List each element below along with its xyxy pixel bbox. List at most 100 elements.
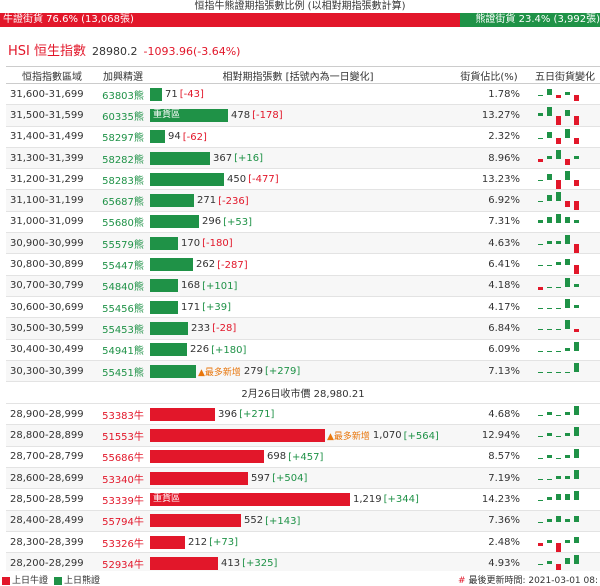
- warrant-code-link[interactable]: 53340牛: [98, 467, 148, 490]
- table-row[interactable]: 30,600-30,699 55456熊 171 [+39] 4.17%: [6, 296, 600, 319]
- sparkline-bar: [538, 436, 543, 438]
- table-row[interactable]: 28,800-28,899 51553牛 ▲最多新增 1,070 [+564] 12.94…: [6, 424, 600, 447]
- table-row[interactable]: 31,300-31,399 58282熊 367 [+16] 8.96%: [6, 147, 600, 170]
- warrant-code-link[interactable]: 58283熊: [98, 168, 148, 191]
- table-row[interactable]: 28,300-28,399 53326牛 212 [+73] 2.48%: [6, 531, 600, 554]
- five-day-sparkline: [530, 424, 600, 447]
- warrant-code-link[interactable]: 55447熊: [98, 253, 148, 276]
- sparkline-box: [536, 277, 586, 296]
- bull-ratio-segment: 牛證街貨 76.6% (13,068張): [0, 13, 460, 27]
- contracts-value: 413: [221, 557, 241, 569]
- legend-bear: 上日熊證: [54, 573, 100, 586]
- warrant-code-link[interactable]: 53326牛: [98, 531, 148, 554]
- five-day-sparkline: [530, 126, 600, 148]
- sparkline-box: [536, 512, 586, 531]
- range-cell: 30,400-30,499: [6, 339, 98, 361]
- sparkline-bar: [547, 497, 552, 501]
- sparkline-box: [536, 341, 586, 360]
- table-row[interactable]: 31,400-31,499 58297熊 94 [-62] 2.32%: [6, 126, 600, 148]
- sparkline-bar: [547, 265, 552, 267]
- range-cell: 30,800-30,899: [6, 253, 98, 276]
- table-row[interactable]: 30,500-30,599 55453熊 233 [-28] 6.84%: [6, 317, 600, 340]
- five-day-sparkline: [530, 232, 600, 255]
- col-header-code: 加興精選: [98, 66, 148, 84]
- warrant-code-link[interactable]: 60335熊: [98, 104, 148, 127]
- sparkline-bar: [574, 283, 579, 287]
- warrant-code-link[interactable]: 55456熊: [98, 296, 148, 319]
- warrant-code-link[interactable]: 52934牛: [98, 552, 148, 571]
- share-pct-cell: 4.63%: [448, 232, 530, 255]
- warrant-code-link[interactable]: 53383牛: [98, 403, 148, 426]
- table-row[interactable]: 31,200-31,299 58283熊 450 [-477] 13.23%: [6, 168, 600, 191]
- sparkline-bar: [538, 415, 543, 417]
- contracts-cell: 552 [+143]: [148, 510, 448, 532]
- table-row[interactable]: 28,400-28,499 55794牛 552 [+143] 7.36%: [6, 510, 600, 532]
- share-pct-cell: 7.13%: [448, 360, 530, 383]
- table-row[interactable]: 30,300-30,399 55451熊 ▲最多新增 279 [+279] 7.13%: [6, 360, 600, 383]
- table-row[interactable]: 31,000-31,099 55680熊 296 [+53] 7.31%: [6, 211, 600, 234]
- table-row[interactable]: 31,100-31,199 65687熊 271 [-236] 6.92%: [6, 189, 600, 212]
- table-row[interactable]: 30,700-30,799 54840熊 168 [+101] 4.18%: [6, 275, 600, 297]
- legend-bull-label: 上日牛證: [12, 576, 49, 586]
- last-updated-text: 最後更新時間: 2021-03-01 08:: [468, 576, 598, 586]
- warrant-code-link[interactable]: 55680熊: [98, 211, 148, 234]
- warrant-code-link[interactable]: 54941熊: [98, 339, 148, 361]
- warrant-code-link[interactable]: 53339牛: [98, 488, 148, 511]
- contracts-change: [-43]: [179, 89, 204, 101]
- table-row[interactable]: 28,500-28,599 53339牛 重貨區 1,219 [+344] 14.23%: [6, 488, 600, 511]
- sparkline-bar: [574, 155, 579, 159]
- sparkline-bar: [556, 494, 561, 501]
- contracts-change: [-236]: [218, 195, 249, 207]
- sparkline-box: [536, 255, 586, 275]
- warrant-code-link[interactable]: 63803熊: [98, 83, 148, 106]
- share-pct-cell: 13.27%: [448, 104, 530, 127]
- sparkline-bar: [538, 244, 543, 246]
- most-added-tag: ▲最多新增: [198, 367, 241, 378]
- warrant-table-container[interactable]: 恒指指數區域 加興精選 相對期指張數 [括號內為一日變化] 街貨佔比(%) 五日…: [6, 66, 600, 571]
- table-row[interactable]: 30,900-30,999 55579熊 170 [-180] 4.63%: [6, 232, 600, 255]
- warrant-code-link[interactable]: 55453熊: [98, 317, 148, 340]
- most-added-tag: ▲最多新增: [327, 432, 370, 443]
- warrant-code-link[interactable]: 58297熊: [98, 126, 148, 148]
- sparkline-box: [536, 149, 586, 168]
- table-row[interactable]: 31,600-31,699 63803熊 71 [-43] 1.78%: [6, 83, 600, 106]
- sparkline-bar: [538, 521, 543, 523]
- warrant-code-link[interactable]: 51553牛: [98, 424, 148, 447]
- warrant-code-link[interactable]: 55579熊: [98, 232, 148, 255]
- index-name[interactable]: HSI 恒生指數: [8, 44, 86, 59]
- bull-bear-ratio-bar: 牛證街貨 76.6% (13,068張) 熊證街貨 23.4% (3,992張): [0, 13, 600, 27]
- table-row[interactable]: 30,400-30,499 54941熊 226 [+180] 6.09%: [6, 339, 600, 361]
- warrant-code-link[interactable]: 55794牛: [98, 510, 148, 532]
- warrant-code-link[interactable]: 54840熊: [98, 275, 148, 297]
- contracts-change: [+180]: [211, 344, 247, 356]
- col-header-pct: 街貨佔比(%): [448, 66, 530, 84]
- warrant-code-link[interactable]: 58282熊: [98, 147, 148, 170]
- contracts-bar: [150, 321, 188, 335]
- share-pct-cell: 7.19%: [448, 467, 530, 490]
- table-row[interactable]: 30,800-30,899 55447熊 262 [-287] 6.41%: [6, 253, 600, 276]
- table-row[interactable]: 31,500-31,599 60335熊 重貨區 478 [-178] 13.27%: [6, 104, 600, 127]
- table-row[interactable]: 28,700-28,799 55686牛 698 [+457] 8.57%: [6, 446, 600, 469]
- contracts-cell: 170 [-180]: [148, 232, 448, 255]
- bear-swatch-icon: [54, 576, 63, 585]
- contracts-cell: ▲最多新增 279 [+279]: [148, 360, 448, 383]
- sparkline-box: [536, 319, 586, 338]
- table-row[interactable]: 28,200-28,299 52934牛 413 [+325] 4.93%: [6, 552, 600, 571]
- range-cell: 28,300-28,399: [6, 531, 98, 554]
- sparkline-bar: [547, 433, 552, 437]
- sparkline-bar: [547, 412, 552, 416]
- heavy-zone-label: 重貨區: [153, 109, 181, 120]
- share-pct-cell: 1.78%: [448, 83, 530, 106]
- sparkline-box: [536, 490, 586, 509]
- warrant-code-link[interactable]: 55686牛: [98, 446, 148, 469]
- table-row[interactable]: 28,600-28,699 53340牛 597 [+504] 7.19%: [6, 467, 600, 490]
- sparkline-bar: [556, 241, 561, 245]
- range-cell: 28,700-28,799: [6, 446, 98, 469]
- table-row[interactable]: 28,900-28,999 53383牛 396 [+271] 4.68%: [6, 403, 600, 426]
- sparkline-bar: [547, 454, 552, 458]
- warrant-code-link[interactable]: 55451熊: [98, 360, 148, 383]
- sparkline-bar: [538, 457, 543, 459]
- warrant-code-link[interactable]: 65687熊: [98, 189, 148, 212]
- sparkline-bar: [574, 137, 579, 144]
- sparkline-bar: [547, 241, 552, 245]
